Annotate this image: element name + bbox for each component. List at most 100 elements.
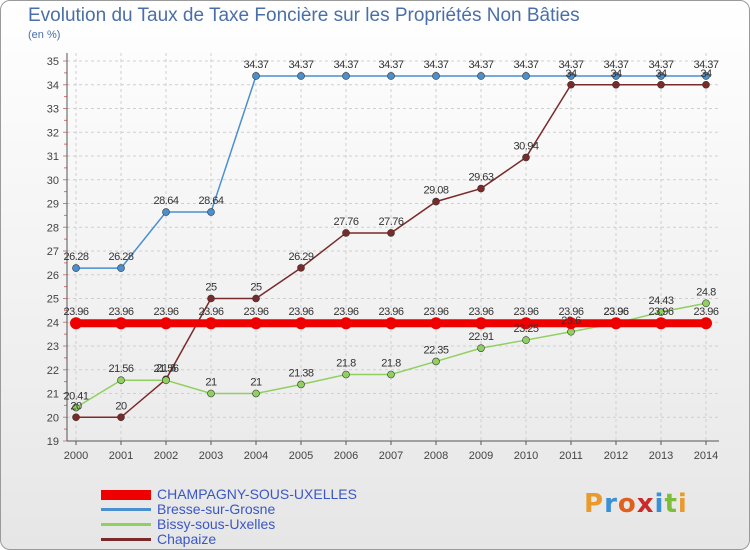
y-tick-label: 27 (47, 246, 59, 258)
data-point (70, 317, 82, 330)
data-point (432, 197, 440, 206)
data-label: 34.37 (648, 59, 673, 71)
data-point (162, 376, 170, 385)
data-point (432, 357, 440, 366)
data-point (657, 80, 665, 89)
data-point (162, 208, 170, 216)
data-point (655, 317, 667, 330)
data-label: 26.28 (108, 251, 133, 263)
x-tick-label: 2010 (514, 450, 538, 462)
data-label: 34.37 (423, 59, 448, 71)
data-point (72, 264, 80, 272)
data-label: 34.37 (468, 59, 493, 71)
x-tick-label: 2012 (604, 450, 628, 462)
y-tick-label: 32 (47, 127, 59, 139)
data-point (567, 72, 575, 80)
data-point (117, 264, 125, 272)
data-label: 22.91 (468, 331, 493, 343)
y-tick-label: 34 (47, 80, 59, 92)
data-point (340, 317, 352, 330)
data-label: 23.96 (513, 306, 538, 318)
y-unit-label: (en %) (28, 29, 61, 41)
data-label: 23.6 (561, 315, 581, 327)
data-point (477, 344, 485, 352)
data-label: 34 (655, 68, 667, 80)
data-label: 26.28 (63, 251, 88, 263)
legend: CHAMPAGNY-SOUS-UXELLES Bresse-sur-Grosne… (101, 486, 501, 547)
x-tick-label: 2014 (694, 450, 718, 462)
data-point (610, 317, 622, 330)
legend-label: CHAMPAGNY-SOUS-UXELLES (157, 486, 357, 502)
data-point (117, 376, 125, 385)
data-label: 23.96 (378, 306, 403, 318)
data-label: 27.76 (378, 216, 403, 228)
legend-item: Bresse-sur-Grosne (101, 501, 501, 517)
x-tick-label: 2002 (154, 450, 178, 462)
y-tick-label: 26 (47, 270, 59, 282)
data-point (657, 308, 665, 316)
data-label: 23.96 (63, 306, 88, 318)
legend-swatch-chapaize (101, 538, 151, 541)
data-label: 23.96 (423, 306, 448, 318)
data-label: 23.96 (603, 306, 628, 318)
data-label: 29.63 (468, 172, 493, 184)
data-label: 34 (565, 68, 577, 80)
data-label: 23.96 (198, 306, 223, 318)
data-point (477, 72, 485, 80)
legend-swatch-bissy (101, 523, 151, 526)
x-tick-label: 2006 (334, 450, 358, 462)
data-point (205, 317, 217, 330)
data-point (385, 317, 397, 330)
data-label: 25 (205, 282, 217, 294)
data-label: 21 (205, 377, 217, 389)
x-tick-label: 2001 (109, 450, 133, 462)
data-label: 28.64 (153, 195, 178, 207)
data-point (567, 327, 575, 336)
proxiti-logo: Proxiti (584, 489, 688, 519)
data-label: 24.43 (648, 295, 673, 307)
data-label: 23.96 (648, 306, 673, 318)
data-label: 23.96 (153, 306, 178, 318)
data-point (342, 370, 350, 379)
data-point (207, 389, 215, 398)
data-point (387, 370, 395, 379)
logo-letter: r (604, 489, 618, 519)
data-point (115, 317, 127, 330)
data-point (565, 317, 577, 330)
data-point (387, 72, 395, 80)
y-tick-label: 29 (47, 199, 59, 211)
data-label: 34.37 (693, 59, 718, 71)
data-label: 24.8 (696, 286, 716, 298)
data-point (252, 72, 260, 80)
data-point (702, 72, 710, 80)
data-point (567, 80, 575, 89)
data-point (250, 317, 262, 330)
data-point (522, 153, 530, 162)
data-label: 27.76 (333, 216, 358, 228)
data-point (387, 229, 395, 237)
data-label: 20 (70, 400, 82, 412)
data-point (72, 413, 80, 422)
data-label: 23.96 (603, 306, 628, 318)
logo-letter: o (617, 489, 637, 519)
y-tick-label: 25 (47, 294, 59, 306)
data-label: 34.37 (288, 59, 313, 71)
legend-label: Chapaize (157, 531, 217, 547)
data-label: 23.25 (513, 323, 538, 335)
logo-letter: P (584, 489, 605, 519)
chart-title: Evolution du Taux de Taxe Foncière sur l… (28, 5, 580, 26)
data-point (475, 317, 487, 330)
y-tick-label: 19 (47, 436, 59, 448)
logo-letter: t (664, 489, 678, 519)
y-tick-label: 22 (47, 365, 59, 377)
data-label: 23.96 (288, 306, 313, 318)
x-tick-label: 2004 (244, 450, 268, 462)
data-point (252, 294, 260, 303)
data-point (297, 380, 305, 389)
x-tick-label: 2003 (199, 450, 223, 462)
logo-letter: i (677, 489, 688, 519)
data-label: 34 (610, 68, 622, 80)
logo-letter: i (654, 489, 665, 519)
data-point (297, 264, 305, 272)
y-tick-label: 28 (47, 222, 59, 234)
